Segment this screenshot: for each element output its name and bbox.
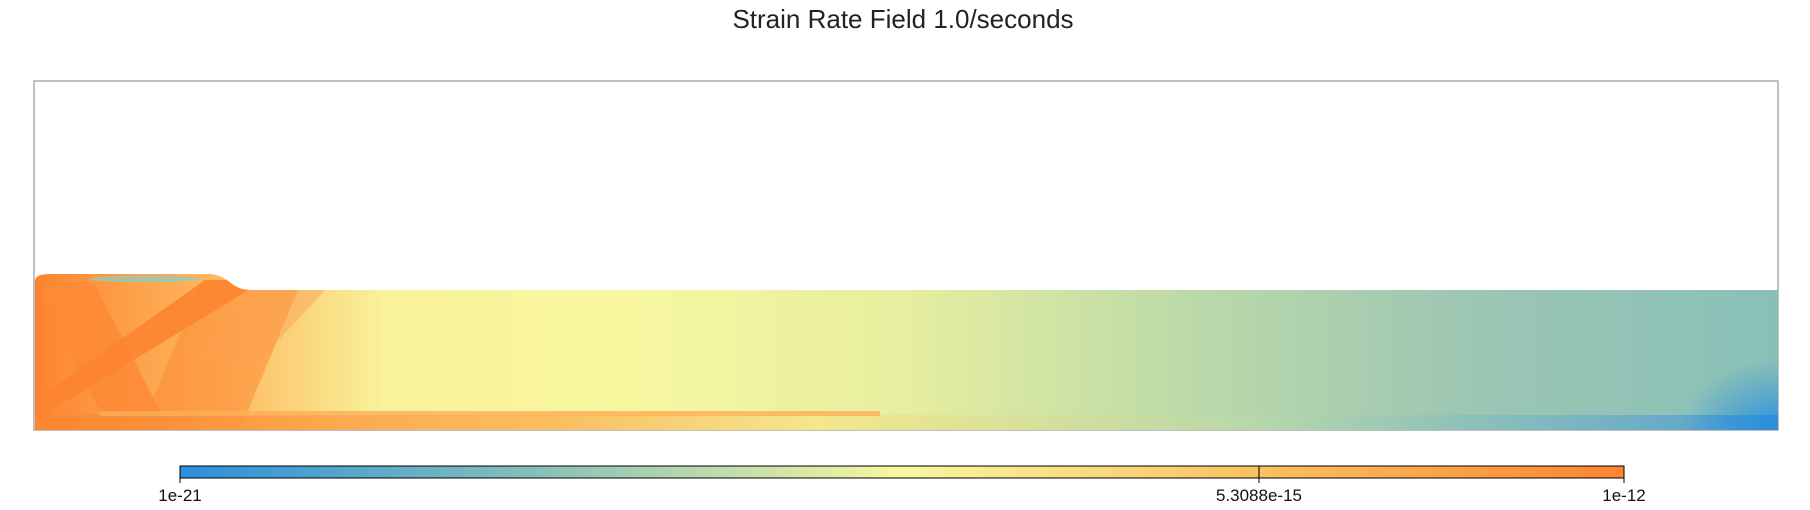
shear-band-diagonal [35, 280, 265, 420]
basal-strip [35, 415, 1778, 430]
chart-title: Strain Rate Field 1.0/seconds [732, 4, 1073, 34]
shear-band-fade [200, 285, 330, 360]
colorbar-tick-label: 1e-12 [1602, 486, 1645, 505]
strain-rate-field [35, 274, 1778, 430]
left-wall-zone [35, 280, 45, 430]
top-lens [90, 275, 200, 283]
colorbar [179, 465, 1625, 479]
colorbar-ticks: 1e-21 5.3088e-15 1e-12 [158, 466, 1646, 505]
shear-band-middle [140, 285, 300, 430]
corner-low-rate [1680, 360, 1778, 430]
colorbar-tick-label: 5.3088e-15 [1216, 486, 1302, 505]
basal-shear-line [100, 411, 880, 416]
colorbar-tick-label: 1e-21 [158, 486, 201, 505]
field-base [35, 274, 1778, 430]
